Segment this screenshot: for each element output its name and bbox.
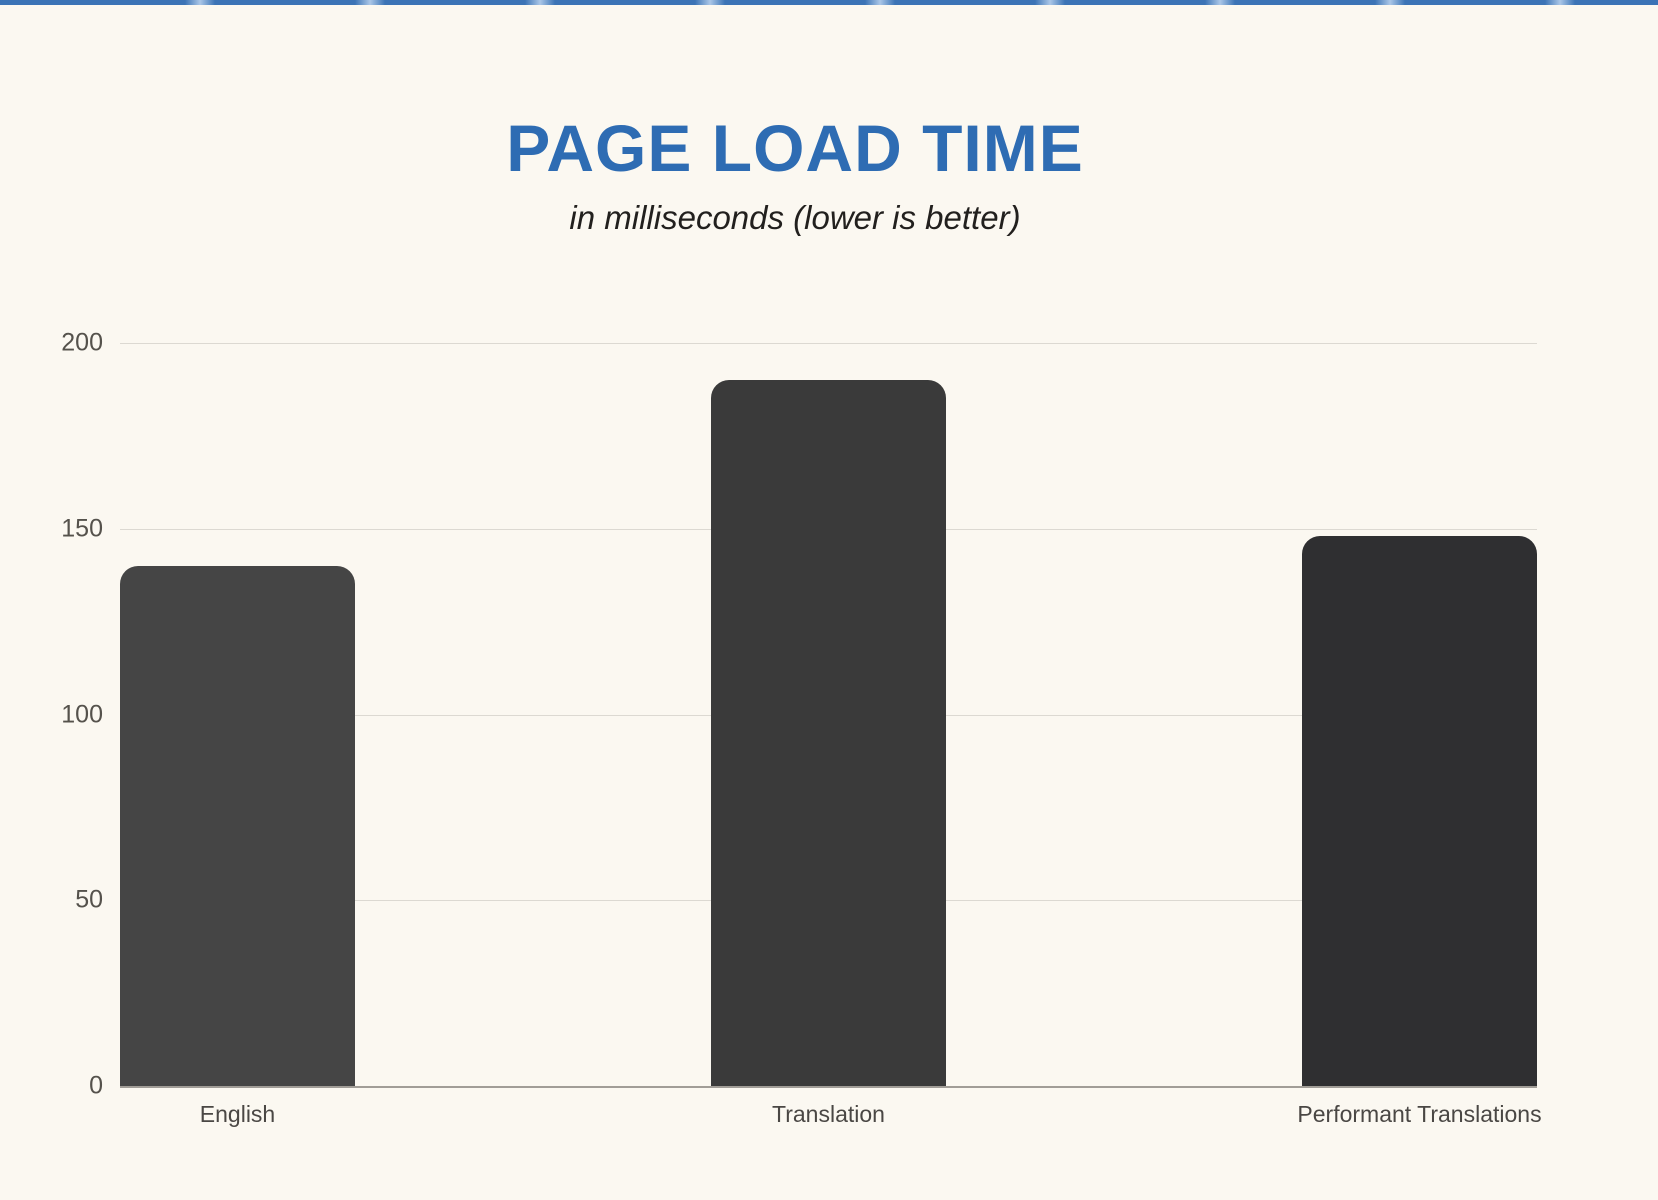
bar-english (120, 565, 355, 1086)
page-title: PAGE LOAD TIME (506, 111, 1084, 185)
plot-area (120, 343, 1537, 1088)
y-tick-label-150: 150 (61, 514, 103, 543)
top-decorative-strip (0, 0, 1658, 5)
chart-header: PAGE LOAD TIME in milliseconds (lower is… (0, 112, 1590, 237)
y-tick-label-100: 100 (61, 700, 103, 728)
y-tick-label-50: 50 (75, 885, 103, 914)
x-tick-label-english: English (199, 1101, 276, 1127)
bar-translation (711, 380, 946, 1086)
page-subtitle: in milliseconds (lower is better) (569, 198, 1021, 236)
x-tick-label-translation: Translation (772, 1101, 885, 1127)
bar-performant-translations (1302, 536, 1537, 1086)
x-tick-label-performant-translations: Performant Translations (1297, 1101, 1542, 1127)
y-tick-label-200: 200 (61, 328, 103, 357)
gridline-200 (120, 343, 1537, 344)
y-tick-label-0: 0 (89, 1071, 103, 1100)
